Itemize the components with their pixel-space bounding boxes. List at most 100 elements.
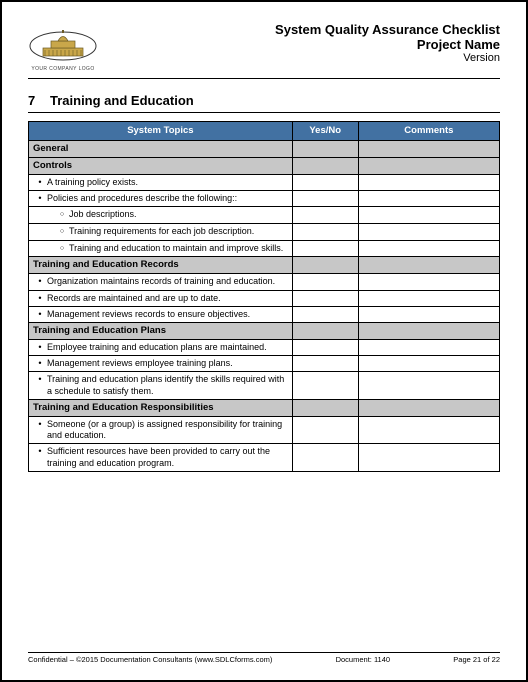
bullet-icon bbox=[33, 342, 47, 353]
table-row: Training and education to maintain and i… bbox=[29, 240, 500, 257]
row-text: Policies and procedures describe the fol… bbox=[47, 193, 237, 204]
yesno-cell bbox=[292, 290, 358, 306]
bullet-icon bbox=[33, 419, 47, 442]
topic-cell: Organization maintains records of traini… bbox=[29, 274, 293, 290]
table-row: Sufficient resources have been provided … bbox=[29, 444, 500, 472]
comments-cell bbox=[358, 339, 499, 355]
bullet-icon bbox=[33, 309, 47, 320]
yesno-cell bbox=[292, 356, 358, 372]
table-row: Training and Education Records bbox=[29, 257, 500, 274]
page-footer: Confidential – ©2015 Documentation Consu… bbox=[28, 652, 500, 664]
logo-icon bbox=[28, 24, 98, 64]
yesno-cell bbox=[292, 257, 358, 274]
table-header-row: System Topics Yes/No Comments bbox=[29, 122, 500, 141]
table-row: Records are maintained and are up to dat… bbox=[29, 290, 500, 306]
comments-cell bbox=[358, 223, 499, 240]
table-row: Job descriptions. bbox=[29, 207, 500, 224]
yesno-cell bbox=[292, 306, 358, 322]
bullet-icon bbox=[33, 293, 47, 304]
bullet-icon bbox=[33, 374, 47, 397]
subhead-cell: Training and Education Plans bbox=[29, 323, 293, 340]
comments-cell bbox=[358, 290, 499, 306]
row-text: Management reviews records to ensure obj… bbox=[47, 309, 250, 320]
table-row: Training requirements for each job descr… bbox=[29, 223, 500, 240]
topic-cell: Sufficient resources have been provided … bbox=[29, 444, 293, 472]
yesno-cell bbox=[292, 207, 358, 224]
table-row: A training policy exists. bbox=[29, 174, 500, 190]
comments-cell bbox=[358, 323, 499, 340]
topic-cell: Training requirements for each job descr… bbox=[29, 223, 293, 240]
sub-bullet-icon bbox=[55, 209, 69, 221]
row-text: Management reviews employee training pla… bbox=[47, 358, 233, 369]
document-page: YOUR COMPANY LOGO System Quality Assuran… bbox=[0, 0, 528, 682]
yesno-cell bbox=[292, 444, 358, 472]
section-number: 7 bbox=[28, 93, 50, 108]
topic-cell: Management reviews records to ensure obj… bbox=[29, 306, 293, 322]
bullet-icon bbox=[33, 358, 47, 369]
bullet-icon bbox=[33, 276, 47, 287]
row-text: Records are maintained and are up to dat… bbox=[47, 293, 221, 304]
header-rule bbox=[28, 78, 500, 79]
yesno-cell bbox=[292, 339, 358, 355]
comments-cell bbox=[358, 174, 499, 190]
topic-cell: Job descriptions. bbox=[29, 207, 293, 224]
header-text: System Quality Assurance Checklist Proje… bbox=[275, 22, 500, 64]
comments-cell bbox=[358, 306, 499, 322]
yesno-cell bbox=[292, 157, 358, 174]
comments-cell bbox=[358, 257, 499, 274]
comments-cell bbox=[358, 157, 499, 174]
bullet-icon bbox=[33, 446, 47, 469]
footer-document-id: Document: 1140 bbox=[336, 655, 390, 664]
comments-cell bbox=[358, 399, 499, 416]
col-header-yesno: Yes/No bbox=[292, 122, 358, 141]
comments-cell bbox=[358, 207, 499, 224]
topic-cell: Management reviews employee training pla… bbox=[29, 356, 293, 372]
project-name: Project Name bbox=[275, 37, 500, 52]
row-text: Someone (or a group) is assigned respons… bbox=[47, 419, 288, 442]
version-label: Version bbox=[275, 52, 500, 64]
table-row: Organization maintains records of traini… bbox=[29, 274, 500, 290]
table-row: Training and education plans identify th… bbox=[29, 372, 500, 400]
subhead-cell: Training and Education Responsibilities bbox=[29, 399, 293, 416]
table-row: General bbox=[29, 140, 500, 157]
comments-cell bbox=[358, 444, 499, 472]
comments-cell bbox=[358, 372, 499, 400]
row-text: Job descriptions. bbox=[69, 209, 137, 221]
sub-bullet-icon bbox=[55, 243, 69, 255]
row-text: A training policy exists. bbox=[47, 177, 138, 188]
row-text: Training requirements for each job descr… bbox=[69, 226, 254, 238]
footer-page-number: Page 21 of 22 bbox=[453, 655, 500, 664]
yesno-cell bbox=[292, 240, 358, 257]
footer-confidential: Confidential – ©2015 Documentation Consu… bbox=[28, 655, 272, 664]
table-row: Employee training and education plans ar… bbox=[29, 339, 500, 355]
topic-cell: Employee training and education plans ar… bbox=[29, 339, 293, 355]
bullet-icon bbox=[33, 193, 47, 204]
yesno-cell bbox=[292, 140, 358, 157]
col-header-topics: System Topics bbox=[29, 122, 293, 141]
topic-cell: A training policy exists. bbox=[29, 174, 293, 190]
table-row: Management reviews records to ensure obj… bbox=[29, 306, 500, 322]
col-header-comments: Comments bbox=[358, 122, 499, 141]
sub-bullet-icon bbox=[55, 226, 69, 238]
topic-cell: Policies and procedures describe the fol… bbox=[29, 190, 293, 206]
doc-title: System Quality Assurance Checklist bbox=[275, 22, 500, 37]
row-text: Employee training and education plans ar… bbox=[47, 342, 267, 353]
yesno-cell bbox=[292, 323, 358, 340]
topic-cell: Records are maintained and are up to dat… bbox=[29, 290, 293, 306]
comments-cell bbox=[358, 416, 499, 444]
topic-cell: Training and education plans identify th… bbox=[29, 372, 293, 400]
row-text: Training and education plans identify th… bbox=[47, 374, 288, 397]
bullet-icon bbox=[33, 177, 47, 188]
table-row: Controls bbox=[29, 157, 500, 174]
row-text: Organization maintains records of traini… bbox=[47, 276, 275, 287]
table-row: Management reviews employee training pla… bbox=[29, 356, 500, 372]
table-row: Training and Education Responsibilities bbox=[29, 399, 500, 416]
topic-cell: Someone (or a group) is assigned respons… bbox=[29, 416, 293, 444]
checklist-table: System Topics Yes/No Comments GeneralCon… bbox=[28, 121, 500, 472]
row-text: Sufficient resources have been provided … bbox=[47, 446, 288, 469]
section-heading: 7 Training and Education bbox=[28, 93, 500, 113]
comments-cell bbox=[358, 274, 499, 290]
table-row: Training and Education Plans bbox=[29, 323, 500, 340]
page-header: YOUR COMPANY LOGO System Quality Assuran… bbox=[28, 22, 500, 72]
logo-caption: YOUR COMPANY LOGO bbox=[31, 66, 94, 72]
